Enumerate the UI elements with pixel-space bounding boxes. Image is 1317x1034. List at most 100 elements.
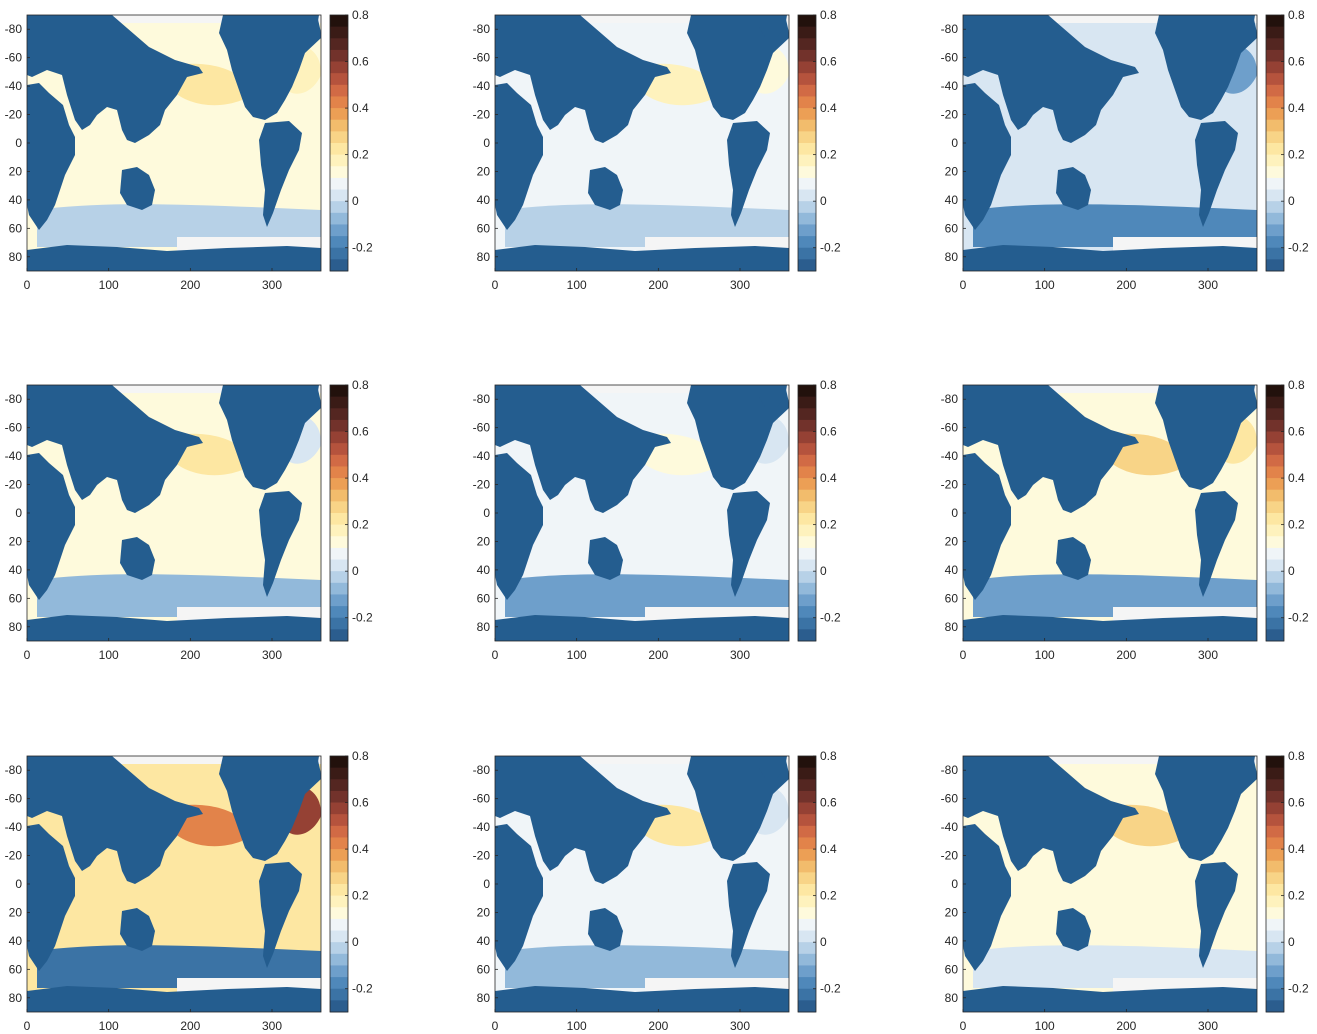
- colorbar-level: [330, 582, 348, 595]
- x-tick-label: 300: [262, 1019, 282, 1033]
- y-tick-label: 80: [945, 250, 959, 264]
- x-tick-label: 100: [567, 1019, 587, 1033]
- colorbar: 0.8 0.6 0.4 0.2 0 -0.2: [1265, 378, 1309, 642]
- colorbar-level: [1266, 767, 1284, 780]
- colorbar-level: [330, 236, 348, 249]
- colorbar-level: [1266, 617, 1284, 630]
- colorbar-level: [330, 571, 348, 584]
- colorbar-level: [330, 73, 348, 86]
- x-tick-label: 100: [1035, 648, 1055, 662]
- colorbar-level: [1266, 571, 1284, 584]
- map-plot-area: [495, 756, 789, 1012]
- colorbar-level: [1266, 408, 1284, 421]
- colorbar-level: [798, 872, 816, 885]
- x-tick-label: 0: [492, 1019, 499, 1033]
- colorbar-level: [330, 478, 348, 491]
- colorbar-level: [798, 189, 816, 202]
- colorbar-level: [1266, 907, 1284, 920]
- colorbar-level: [330, 489, 348, 502]
- colorbar-tick-label: 0.2: [820, 889, 837, 903]
- y-tick-label: 80: [945, 620, 959, 634]
- colorbar-level: [330, 814, 348, 827]
- colorbar-level: [330, 15, 348, 28]
- y-tick-label: -20: [5, 108, 23, 122]
- colorbar-tick-label: 0: [1288, 194, 1295, 208]
- y-tick-label: -80: [473, 763, 491, 777]
- map-plot-area: [963, 756, 1257, 1012]
- y-tick-label: -60: [5, 51, 23, 65]
- colorbar-level: [798, 143, 816, 156]
- colorbar-level: [330, 431, 348, 444]
- colorbar-tick-label: -0.2: [1288, 241, 1309, 255]
- colorbar-tick-label: 0: [820, 935, 827, 949]
- colorbar-tick-label: -0.2: [820, 982, 841, 996]
- panel-grid: 0 100 200 300-80-60-40-200204060800.80.60.4…: [5, 8, 1309, 1033]
- x-tick-label: 200: [1116, 648, 1136, 662]
- colorbar: 0.8 0.6 0.4 0.2 0 -0.2: [797, 749, 841, 1013]
- x-tick-label: 0: [960, 1019, 967, 1033]
- colorbar-level: [330, 1000, 348, 1013]
- colorbar-level: [798, 837, 816, 850]
- colorbar-level: [798, 454, 816, 467]
- map-plot-area: [963, 15, 1257, 271]
- y-tick-label: -60: [5, 792, 23, 806]
- colorbar-level: [798, 396, 816, 409]
- y-tick-label: -80: [5, 392, 23, 406]
- y-tick-label: -60: [941, 51, 959, 65]
- colorbar-level: [1266, 247, 1284, 260]
- x-tick-label: 0: [24, 1019, 31, 1033]
- colorbar-level: [1266, 918, 1284, 931]
- colorbar-level: [330, 942, 348, 955]
- y-tick-label: -20: [941, 108, 959, 122]
- colorbar-level: [1266, 849, 1284, 862]
- colorbar-level: [1266, 201, 1284, 214]
- colorbar-tick-label: 0.8: [352, 378, 369, 392]
- x-tick-label: 0: [24, 648, 31, 662]
- colorbar-level: [1266, 953, 1284, 966]
- colorbar-level: [330, 872, 348, 885]
- southern-ocean-region: [505, 204, 789, 247]
- colorbar-level: [1266, 189, 1284, 202]
- x-tick-label: 300: [1198, 648, 1218, 662]
- colorbar-level: [798, 977, 816, 990]
- colorbar-tick-label: 0.6: [1288, 425, 1305, 439]
- ice-region: [27, 15, 321, 23]
- y-tick-label: -40: [5, 79, 23, 93]
- colorbar-tick-label: 0.6: [352, 425, 369, 439]
- y-tick-label: 60: [477, 962, 491, 976]
- colorbar-level: [1266, 119, 1284, 132]
- y-tick-label: -60: [473, 51, 491, 65]
- colorbar-level: [798, 259, 816, 272]
- colorbar-level: [1266, 884, 1284, 897]
- colorbar-level: [798, 96, 816, 109]
- colorbar-level: [330, 594, 348, 607]
- x-tick-label: 200: [1116, 278, 1136, 292]
- y-tick-label: -40: [473, 820, 491, 834]
- x-tick-label: 100: [99, 648, 119, 662]
- colorbar-level: [1266, 489, 1284, 502]
- colorbar-level: [1266, 594, 1284, 607]
- map-panel: 0 100 200 300 -80 -60 -40 -20 0 20 40 60 80 0.8 0.6 0.4…: [941, 8, 1309, 292]
- x-tick-label: 300: [1198, 1019, 1218, 1033]
- colorbar-level: [798, 571, 816, 584]
- colorbar-box: [1265, 384, 1285, 642]
- colorbar-level: [798, 73, 816, 86]
- x-tick-label: 100: [567, 278, 587, 292]
- colorbar-tick-label: 0.2: [1288, 518, 1305, 532]
- colorbar-level: [1266, 38, 1284, 51]
- southern-ocean-region: [505, 574, 789, 617]
- colorbar-level: [798, 61, 816, 74]
- y-tick-label: 20: [9, 164, 23, 178]
- x-tick-label: 100: [99, 1019, 119, 1033]
- colorbar-tick-label: 0.8: [352, 8, 369, 22]
- y-tick-label: -20: [473, 108, 491, 122]
- colorbar-level: [330, 131, 348, 144]
- colorbar-box: [329, 755, 349, 1013]
- ice-region: [495, 756, 789, 764]
- x-tick-label: 0: [960, 648, 967, 662]
- y-tick-label: 60: [9, 591, 23, 605]
- colorbar-level: [330, 617, 348, 630]
- colorbar-level: [798, 513, 816, 526]
- colorbar-level: [330, 61, 348, 74]
- x-tick-label: 100: [1035, 1019, 1055, 1033]
